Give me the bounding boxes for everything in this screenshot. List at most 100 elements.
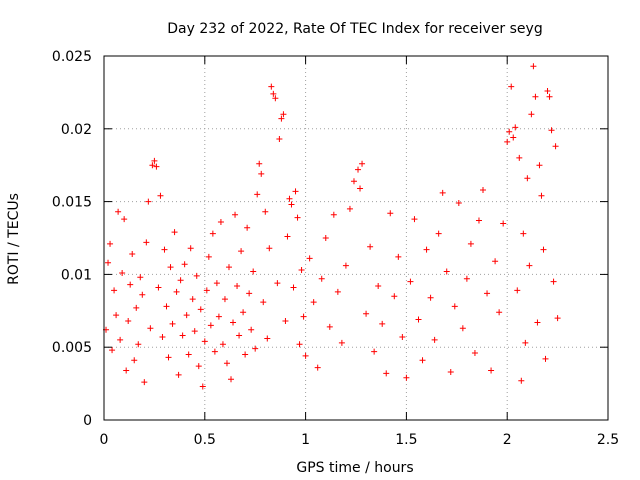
data-point <box>189 296 196 303</box>
data-point <box>480 186 487 193</box>
data-point <box>117 336 124 343</box>
grid-lines <box>104 56 608 420</box>
data-point <box>411 216 418 223</box>
data-point <box>492 258 499 265</box>
data-point <box>306 255 313 262</box>
x-tick-label: 0.5 <box>194 432 216 448</box>
data-point <box>240 309 247 316</box>
data-point <box>244 224 251 231</box>
data-point <box>415 316 422 323</box>
data-point <box>260 299 267 306</box>
data-point <box>544 87 551 94</box>
data-point <box>510 134 517 141</box>
data-point <box>213 280 220 287</box>
data-point <box>284 233 291 240</box>
data-point <box>407 278 414 285</box>
chart-title: Day 232 of 2022, Rate Of TEC Index for r… <box>167 21 542 37</box>
data-point <box>193 272 200 279</box>
data-point <box>266 245 273 252</box>
data-point <box>314 364 321 371</box>
data-point <box>338 339 345 346</box>
data-point <box>391 293 398 300</box>
data-point <box>191 328 198 335</box>
data-point <box>105 259 112 266</box>
data-point <box>258 170 265 177</box>
data-point <box>145 198 152 205</box>
data-point <box>215 313 222 320</box>
data-point <box>177 277 184 284</box>
data-point <box>139 291 146 298</box>
data-point <box>379 320 386 327</box>
data-point <box>119 269 126 276</box>
x-tick-label: 2.5 <box>597 432 619 448</box>
data-point <box>256 160 263 167</box>
data-point <box>137 274 144 281</box>
data-point <box>187 245 194 252</box>
y-tick-label: 0.015 <box>52 195 92 211</box>
data-point <box>500 220 507 227</box>
data-point <box>236 332 243 339</box>
data-point <box>554 315 561 322</box>
data-point <box>234 283 241 290</box>
data-point <box>161 246 168 253</box>
data-point <box>111 287 118 294</box>
x-tick-label: 0 <box>100 432 109 448</box>
data-point <box>459 325 466 332</box>
data-point <box>151 157 158 164</box>
data-point <box>427 294 434 301</box>
data-point <box>526 262 533 269</box>
data-point <box>107 240 114 247</box>
data-point <box>207 322 214 329</box>
data-point <box>318 275 325 282</box>
data-point <box>201 338 208 345</box>
data-point <box>508 83 515 90</box>
data-point <box>367 243 374 250</box>
data-point <box>467 240 474 247</box>
data-point <box>129 251 136 258</box>
data-point <box>163 303 170 310</box>
data-point <box>300 313 307 320</box>
y-axis-label: ROTI / TECUs <box>6 193 22 285</box>
data-point <box>131 357 138 364</box>
data-point <box>443 268 450 275</box>
data-point <box>238 248 245 255</box>
data-point <box>363 310 370 317</box>
axis-ticks <box>103 55 609 421</box>
data-point <box>451 303 458 310</box>
data-point <box>183 312 190 319</box>
data-point <box>288 201 295 208</box>
data-point <box>528 111 535 118</box>
data-point <box>219 341 226 348</box>
data-point <box>536 162 543 169</box>
data-point <box>292 188 299 195</box>
data-point <box>203 287 210 294</box>
data-point <box>471 350 478 357</box>
data-point <box>175 371 182 378</box>
data-point <box>298 267 305 274</box>
data-point <box>199 383 206 390</box>
data-point <box>542 355 549 362</box>
data-point <box>296 341 303 348</box>
data-point <box>286 195 293 202</box>
data-point <box>423 246 430 253</box>
data-point <box>506 128 513 135</box>
data-point <box>149 162 156 169</box>
data-point <box>264 335 271 342</box>
data-point <box>272 95 279 102</box>
data-point <box>350 178 357 185</box>
data-point <box>383 370 390 377</box>
data-point <box>522 339 529 346</box>
data-point <box>334 288 341 295</box>
data-point <box>147 325 154 332</box>
data-point <box>399 334 406 341</box>
data-point <box>109 347 116 354</box>
data-point <box>282 317 289 324</box>
data-point <box>242 351 249 358</box>
data-point <box>359 160 366 167</box>
data-point <box>228 376 235 383</box>
data-point <box>326 323 333 330</box>
data-point <box>518 377 525 384</box>
data-point <box>514 287 521 294</box>
plot-frame <box>103 55 609 421</box>
